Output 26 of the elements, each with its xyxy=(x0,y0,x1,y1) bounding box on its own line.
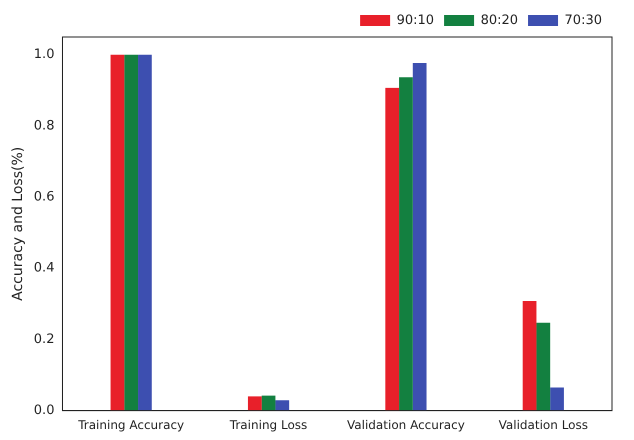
y-tick-label: 0.6 xyxy=(34,189,54,204)
bar xyxy=(536,322,550,411)
bar xyxy=(550,387,564,411)
y-tick-label: 0.2 xyxy=(34,332,54,347)
bar xyxy=(522,301,536,411)
y-tick-label: 0.0 xyxy=(34,402,54,418)
x-tick-label: Training Accuracy xyxy=(77,418,184,432)
bar xyxy=(110,54,124,411)
x-tick-label: Validation Loss xyxy=(498,418,588,432)
y-tick-label: 0.8 xyxy=(34,118,54,134)
bar xyxy=(262,396,276,411)
x-tick-label: Training Loss xyxy=(228,418,308,432)
bar xyxy=(248,396,262,411)
y-tick-label: 0.4 xyxy=(34,260,54,276)
legend-label: 90:10 xyxy=(396,12,434,28)
x-tick-label: Validation Accuracy xyxy=(347,418,465,432)
bar xyxy=(399,77,413,411)
legend-label: 80:20 xyxy=(480,12,518,28)
bar xyxy=(124,54,138,411)
y-axis-title: Accuracy and Loss(%) xyxy=(10,146,26,301)
bar xyxy=(385,88,400,411)
bar xyxy=(412,62,427,411)
legend-label: 70:30 xyxy=(564,12,602,28)
y-tick-label: 1.0 xyxy=(34,47,54,62)
bar xyxy=(138,54,152,411)
bar xyxy=(275,400,290,411)
